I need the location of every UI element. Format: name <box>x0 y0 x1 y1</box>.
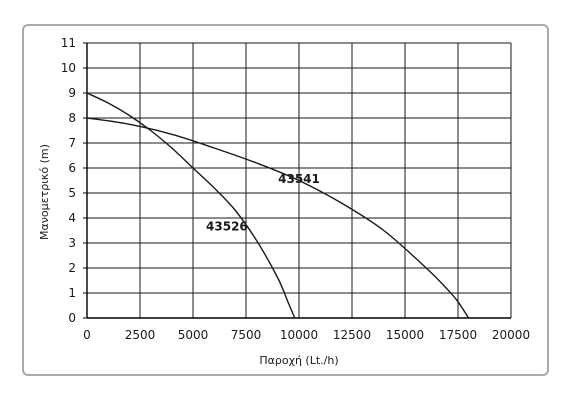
y-tick-label: 10 <box>61 61 76 75</box>
y-tick-label: 3 <box>68 236 76 250</box>
x-tick-labels: 0 2500 5000 7500 10000 12500 15000 17500 20000 <box>83 328 530 342</box>
x-tick-label: 7500 <box>231 328 262 342</box>
x-tick-label: 0 <box>83 328 91 342</box>
x-tick-label: 20000 <box>492 328 530 342</box>
series-label-43541: 43541 <box>278 172 320 186</box>
y-tick-label: 11 <box>61 36 76 50</box>
y-axis-title: Μανομετρικό (m) <box>38 144 51 240</box>
y-tick-labels: 0 1 2 3 4 5 6 7 8 9 10 11 <box>61 36 76 325</box>
series-label-43526: 43526 <box>206 220 248 234</box>
series-line-43526 <box>86 92 296 319</box>
y-tick-label: 8 <box>68 111 76 125</box>
y-tick-label: 9 <box>68 86 76 100</box>
series-lines <box>86 92 470 319</box>
series-labels: 43526 43541 <box>206 172 320 234</box>
x-tick-label: 5000 <box>178 328 209 342</box>
x-tick-label: 2500 <box>125 328 156 342</box>
series-line-43541 <box>86 117 470 319</box>
y-tick-label: 0 <box>68 311 76 325</box>
axes <box>83 42 511 319</box>
y-tick-label: 6 <box>68 161 76 175</box>
x-tick-label: 10000 <box>280 328 318 342</box>
y-tick-label: 5 <box>68 186 76 200</box>
y-tick-label: 7 <box>68 136 76 150</box>
x-axis-title: Παροχή (Lt./h) <box>259 354 338 367</box>
x-tick-label: 15000 <box>386 328 424 342</box>
y-tick-label: 1 <box>68 286 76 300</box>
x-tick-label: 17500 <box>439 328 477 342</box>
y-tick-label: 2 <box>68 261 76 275</box>
y-tick-label: 4 <box>68 211 76 225</box>
x-tick-label: 12500 <box>333 328 371 342</box>
